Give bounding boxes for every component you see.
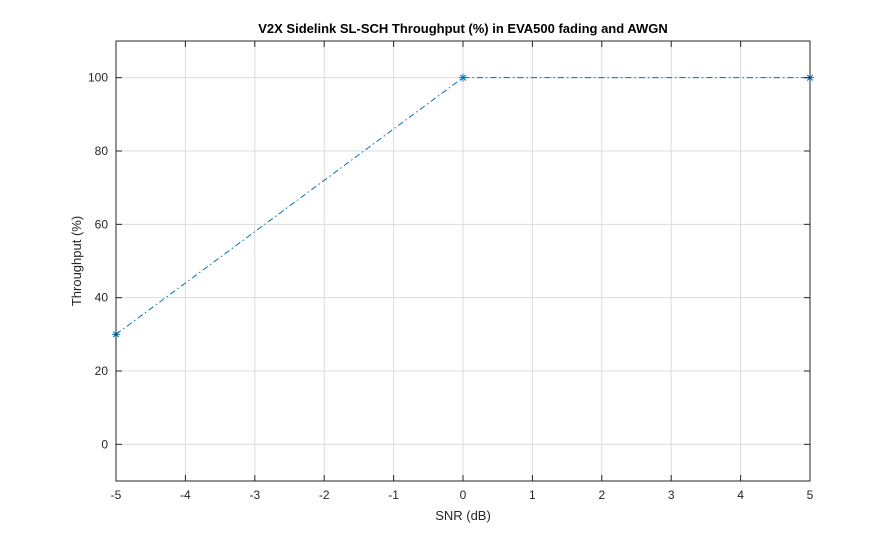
x-tick-label: -1	[388, 488, 399, 502]
y-tick-label: 20	[95, 364, 109, 378]
series-line	[115, 77, 810, 335]
grid-lines	[115, 41, 811, 481]
chart-title: V2X Sidelink SL-SCH Throughput (%) in EV…	[258, 21, 668, 36]
x-tick-label: -3	[249, 488, 260, 502]
x-tick-label: 0	[460, 488, 467, 502]
x-tick-label: -5	[111, 488, 122, 502]
y-axis-label: Throughput (%)	[69, 216, 84, 306]
y-tick-label: 60	[95, 217, 109, 231]
y-tick-label: 100	[88, 71, 108, 85]
data-point-marker	[459, 73, 467, 82]
x-tick-label: 5	[807, 488, 814, 502]
x-tick-label: 3	[668, 488, 675, 502]
ticks-layer: -5 -4 -3 -2 -1 0 1 2 3 4 5 0 20 40 60 80 100	[88, 41, 814, 502]
y-tick-label: 40	[95, 291, 109, 305]
x-tick-label: 2	[598, 488, 605, 502]
x-tick-label: 4	[737, 488, 744, 502]
x-tick-label: -2	[319, 488, 330, 502]
x-tick-label: -4	[180, 488, 191, 502]
x-tick-label: 1	[529, 488, 536, 502]
y-tick-label: 0	[101, 437, 108, 451]
x-axis-label: SNR (dB)	[435, 508, 491, 523]
y-tick-label: 80	[95, 144, 109, 158]
